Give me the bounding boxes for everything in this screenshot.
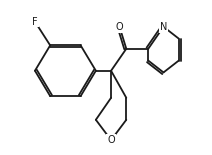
Text: O: O bbox=[116, 22, 123, 32]
Text: O: O bbox=[107, 135, 115, 145]
Text: N: N bbox=[160, 22, 167, 32]
Text: F: F bbox=[32, 17, 38, 27]
